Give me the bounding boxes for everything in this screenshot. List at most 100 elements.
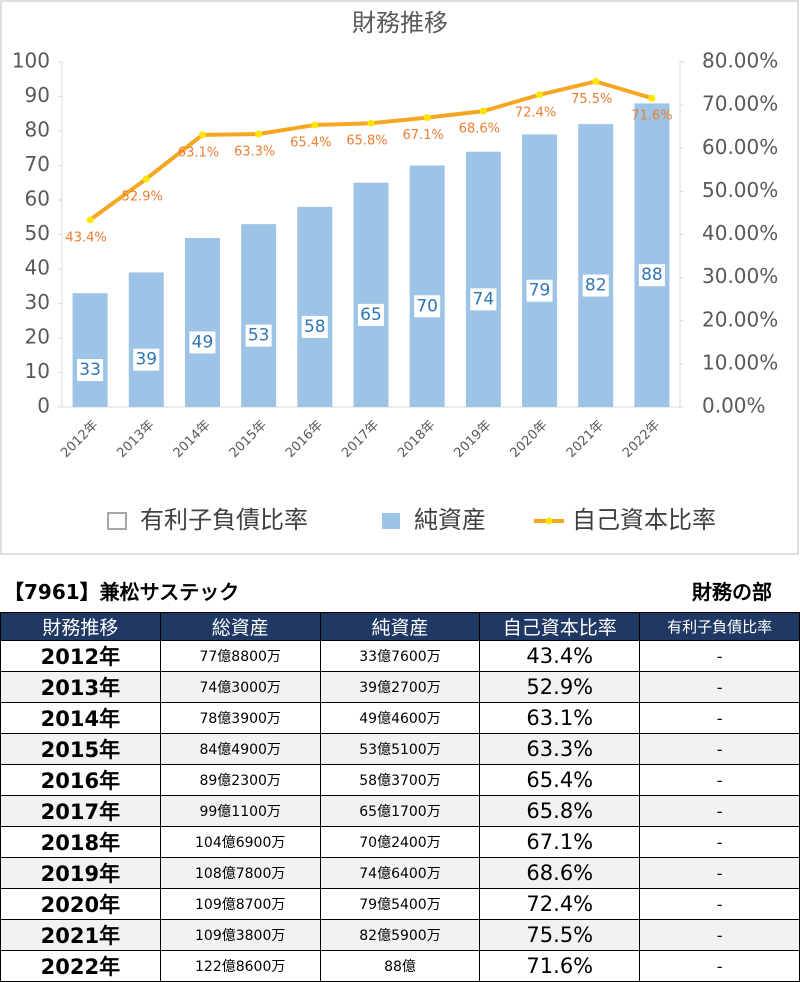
bar-label: 88: [641, 265, 663, 285]
line-marker: [536, 91, 544, 99]
table-cell: -: [639, 733, 800, 765]
bar: [409, 165, 445, 407]
y2-tick-label: 80.00%: [702, 49, 778, 73]
y-tick-label: 30: [25, 290, 50, 314]
table-cell: -: [639, 826, 800, 858]
table-cell: 70億2400万: [319, 826, 481, 858]
bar-label: 82: [585, 276, 607, 296]
line-marker: [367, 119, 375, 127]
table-cell: 33億7600万: [319, 640, 481, 672]
table-cell: 109億3800万: [159, 919, 321, 951]
bar-label-box: [245, 324, 272, 347]
y-tick-label: 0: [37, 394, 50, 418]
table-cell: 49億4600万: [319, 702, 481, 734]
table-cell: 79億5400万: [319, 888, 481, 920]
bar-label-box: [358, 303, 384, 326]
line-marker: [311, 121, 319, 129]
table-cell: -: [639, 764, 800, 796]
line-label: 52.9%: [122, 189, 163, 204]
line-marker: [142, 175, 150, 183]
y-tick-label: 50: [25, 221, 50, 245]
table-cell: 43.4%: [479, 640, 641, 672]
header-cell: 財務推移: [0, 612, 161, 641]
table-cell: 2015年: [0, 733, 161, 765]
bar-label: 39: [135, 350, 157, 370]
y2-tick-label: 70.00%: [702, 92, 778, 116]
legend-swatch: [382, 513, 400, 529]
table-cell: 122億8600万: [159, 950, 321, 982]
bar: [72, 293, 108, 407]
bar-label-box: [133, 348, 160, 371]
legend-marker: [545, 517, 553, 525]
bar: [241, 224, 277, 407]
table-row: 2012年 77億8800万 33億7600万 43.4% -: [0, 640, 800, 672]
table-cell: -: [639, 702, 800, 734]
line-label: 72.4%: [515, 105, 556, 120]
table-row: 2017年 99億1100万 65億1700万 65.8% -: [0, 795, 800, 827]
table-row: 2015年 84億4900万 53億5100万 63.3% -: [0, 733, 800, 765]
y2-tick-label: 60.00%: [702, 135, 778, 159]
line-marker: [86, 216, 94, 224]
table-cell: 78億3900万: [159, 702, 321, 734]
bar-label: 33: [79, 360, 101, 380]
line-label: 67.1%: [403, 128, 444, 143]
table-cell: -: [639, 919, 800, 951]
table-cell: 2013年: [0, 671, 161, 703]
table-cell: 2018年: [0, 826, 161, 858]
table-cell: 75.5%: [479, 919, 641, 951]
chart-title: 財務推移: [352, 9, 448, 37]
table-title: 【7961】兼松サステック: [4, 580, 240, 604]
table-cell: 89億2300万: [159, 764, 321, 796]
table-row: 2019年 108億7800万 74億6400万 68.6% -: [0, 857, 800, 889]
y-tick-label: 10: [25, 359, 50, 383]
table-row: 2020年 109億8700万 79億5400万 72.4% -: [0, 888, 800, 920]
table-cell: 63.1%: [479, 702, 641, 734]
table-cell: 2019年: [0, 857, 161, 889]
y2-tick-label: 0.00%: [702, 394, 766, 418]
table-cell: 2021年: [0, 919, 161, 951]
bar: [184, 237, 220, 407]
table-row: 2018年 104億6900万 70億2400万 67.1% -: [0, 826, 800, 858]
bar-label: 58: [304, 317, 326, 337]
table-cell: 84億4900万: [159, 733, 321, 765]
table-cell: 68.6%: [479, 857, 641, 889]
table-cell: 108億7800万: [159, 857, 321, 889]
line-label: 71.6%: [631, 109, 672, 124]
table-cell: 82億5900万: [319, 919, 481, 951]
y2-tick-label: 30.00%: [702, 264, 778, 288]
table-cell: 65億1700万: [319, 795, 481, 827]
line-marker: [479, 107, 487, 115]
bar-label-box: [189, 331, 216, 354]
table-row: 2021年 109億3800万 82億5900万 75.5% -: [0, 919, 800, 951]
table-cell: 71.6%: [479, 950, 641, 982]
table-cell: 2020年: [0, 888, 161, 920]
table-cell: 65.8%: [479, 795, 641, 827]
y2-tick-label: 40.00%: [702, 221, 778, 245]
table-cell: -: [639, 950, 800, 982]
y2-tick-label: 50.00%: [702, 178, 778, 202]
line-marker: [423, 114, 431, 122]
y2-tick-label: 10.00%: [702, 350, 778, 374]
y-tick-label: 80: [25, 118, 50, 142]
line-label: 63.1%: [178, 145, 219, 160]
table-cell: 74億6400万: [319, 857, 481, 889]
bar-label-box: [526, 279, 553, 302]
table-cell: 2012年: [0, 640, 161, 672]
line-label: 63.3%: [234, 145, 275, 160]
table-row: 2016年 89億2300万 58億3700万 65.4% -: [0, 764, 800, 796]
header-cell: 自己資本比率: [479, 612, 641, 641]
line-marker: [648, 94, 656, 102]
line-marker: [255, 130, 263, 138]
table-cell: 2016年: [0, 764, 161, 796]
table-cell: 74億3000万: [159, 671, 321, 703]
header-cell: 有利子負債比率: [639, 612, 800, 641]
y2-tick-label: 20.00%: [702, 307, 778, 331]
bar-label-box: [301, 315, 328, 338]
legend-label: 有利子負債比率: [140, 506, 308, 534]
header-row: 財務推移 総資産 純資産 自己資本比率 有利子負債比率: [0, 612, 800, 641]
bar: [578, 124, 614, 407]
legend-label: 純資産: [414, 506, 486, 534]
table-cell: -: [639, 671, 800, 703]
bar: [353, 182, 389, 407]
table-cell: 58億3700万: [319, 764, 481, 796]
